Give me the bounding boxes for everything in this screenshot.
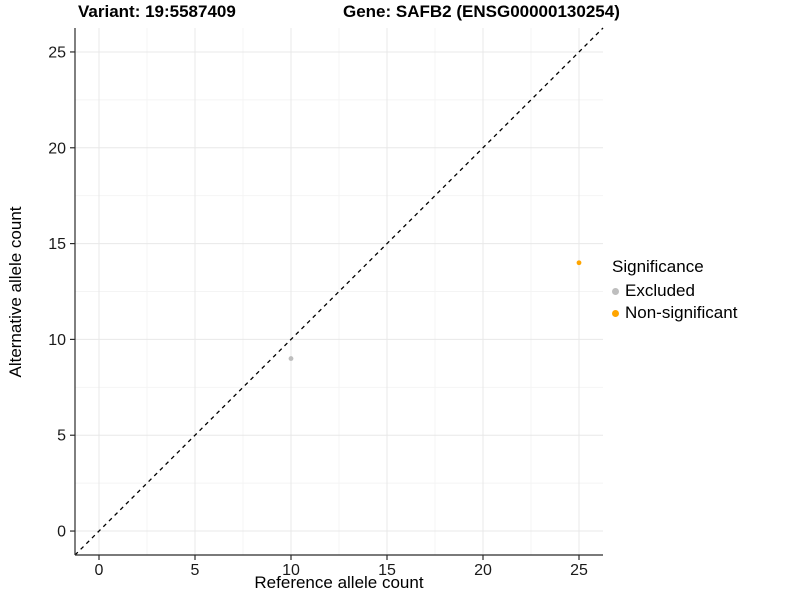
x-tick-label: 20 xyxy=(474,562,492,579)
legend-item-label: Non-significant xyxy=(625,303,738,322)
y-tick-label: 10 xyxy=(48,332,66,349)
legend-title: Significance xyxy=(612,257,704,276)
y-tick-label: 0 xyxy=(57,524,66,541)
legend-item: Excluded xyxy=(612,280,737,302)
variant-title: Variant: 19:5587409 xyxy=(78,2,236,21)
x-tick-label: 10 xyxy=(282,562,300,579)
y-axis-title: Alternative allele count xyxy=(6,206,25,378)
y-tick-label: 25 xyxy=(48,44,66,61)
legend-item-label: Excluded xyxy=(625,281,695,300)
x-tick-label: 15 xyxy=(378,562,396,579)
legend-items: Excluded Non-significant xyxy=(612,280,737,324)
legend-dot-icon xyxy=(612,287,619,295)
x-tick-label: 5 xyxy=(191,562,200,579)
data-point-non-significant xyxy=(576,260,582,266)
legend-dot-icon xyxy=(612,309,619,317)
y-tick-label: 20 xyxy=(48,140,66,157)
x-axis-title: Reference allele count xyxy=(254,573,424,592)
y-tick-label: 15 xyxy=(48,236,66,253)
x-tick-label: 25 xyxy=(570,562,588,579)
legend-item: Non-significant xyxy=(612,302,737,324)
legend: Significance Excluded Non-significant xyxy=(612,256,737,324)
data-point-excluded xyxy=(288,356,294,361)
y-tick-label: 5 xyxy=(57,428,66,445)
gene-title: Gene: SAFB2 (ENSG00000130254) xyxy=(343,2,620,21)
x-tick-label: 0 xyxy=(95,562,104,579)
